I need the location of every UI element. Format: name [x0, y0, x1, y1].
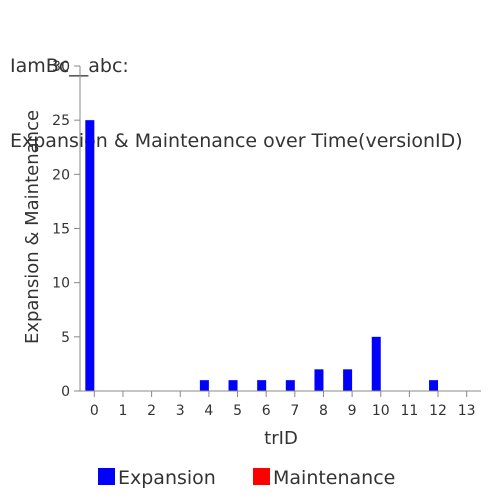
chart-title-line-1: IamBc__abc:	[10, 55, 129, 77]
bar-expansion-6	[257, 380, 267, 391]
x-tick-label: 4	[204, 403, 213, 419]
x-tick-label: 10	[372, 403, 390, 419]
bar-expansion-0	[85, 120, 95, 392]
bar-expansion-5	[228, 380, 238, 391]
x-axis-title: trID	[264, 428, 298, 449]
y-tick-label: 0	[61, 384, 70, 400]
x-tick-label: 2	[147, 403, 156, 419]
x-tick-label: 12	[429, 403, 447, 419]
x-tick-label: 9	[348, 403, 357, 419]
bar-expansion-8	[314, 369, 324, 391]
legend-label-expansion: Expansion	[118, 467, 216, 489]
x-tick-label: 0	[90, 403, 99, 419]
y-tick-label: 30	[52, 59, 70, 75]
x-tick-label: 13	[458, 403, 476, 419]
x-tick-label: 5	[233, 403, 242, 419]
bar-expansion-9	[343, 369, 353, 391]
bar-expansion-7	[285, 380, 295, 391]
legend-label-maintenance: Maintenance	[273, 467, 395, 489]
y-tick-label: 5	[61, 330, 70, 346]
y-tick-label: 15	[52, 222, 70, 238]
y-tick-label: 25	[52, 113, 70, 129]
bar-expansion-12	[429, 380, 439, 391]
x-tick-label: 7	[290, 403, 299, 419]
x-tick-label: 1	[119, 403, 128, 419]
x-tick-label: 3	[176, 403, 185, 419]
legend-swatch-maintenance	[253, 468, 270, 485]
bar-expansion-4	[199, 380, 209, 391]
x-tick-label: 11	[400, 403, 418, 419]
y-tick-label: 20	[52, 167, 70, 183]
bars-layer	[85, 120, 439, 392]
chart-title-line-2: Expansion & Maintenance over Time(versio…	[10, 130, 463, 152]
legend: Expansion Maintenance	[98, 467, 395, 489]
legend-swatch-expansion	[98, 468, 115, 485]
x-tick-label: 8	[319, 403, 328, 419]
y-tick-label: 10	[52, 276, 70, 292]
chart-title: IamBc__abc: Expansion & Maintenance over…	[10, 4, 463, 179]
x-tick-label: 6	[262, 403, 271, 419]
y-axis-title: Expansion & Maintenance	[22, 110, 43, 344]
bar-expansion-10	[371, 336, 381, 391]
